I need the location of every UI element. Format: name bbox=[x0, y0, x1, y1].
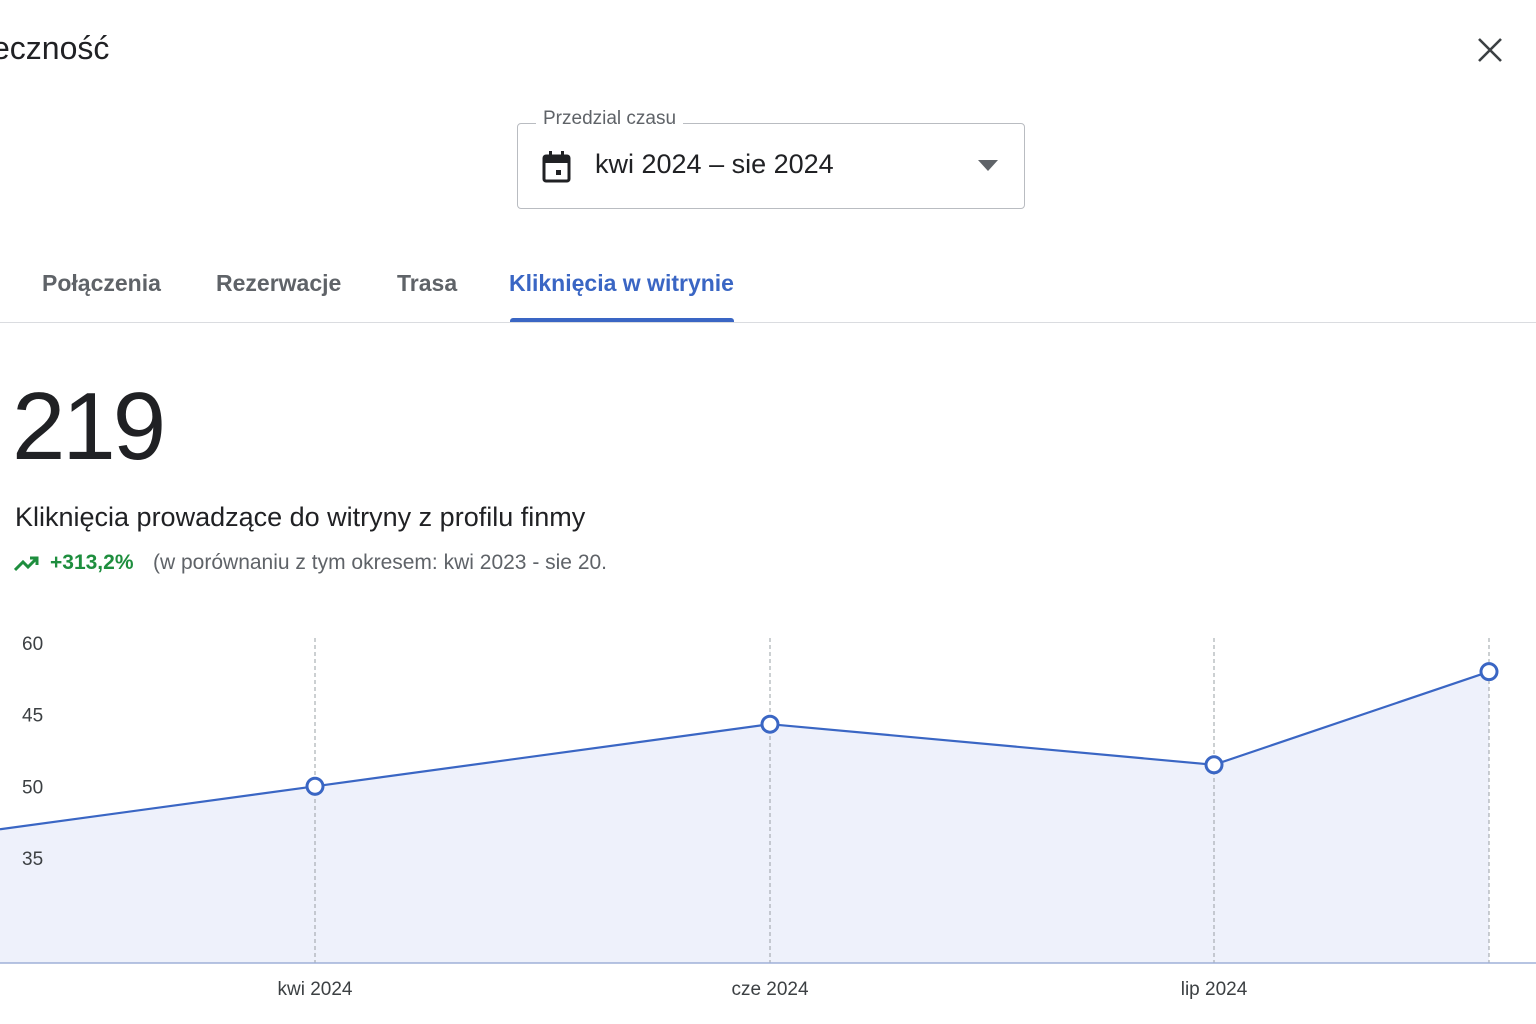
area-fill bbox=[0, 671, 1489, 963]
data-point bbox=[305, 776, 325, 796]
trend-icon bbox=[14, 556, 39, 572]
dialog-title: eczność bbox=[0, 30, 110, 66]
x-tick-label: cze 2024 bbox=[731, 979, 809, 1000]
field-label: Przedzial czasu bbox=[536, 108, 684, 130]
x-tick-label: kwi 2024 bbox=[278, 979, 353, 1000]
tab-indicator bbox=[510, 318, 734, 322]
data-point bbox=[1479, 662, 1499, 682]
dropdown-arrow[interactable] bbox=[978, 160, 1000, 172]
metric-comparison: (w porównaniu z tym okresem: kwi 2023 - … bbox=[153, 551, 608, 574]
tab-active[interactable]: Kliknięcia w witrynie bbox=[509, 270, 734, 296]
x-tick-label: lip 2024 bbox=[1181, 979, 1248, 1000]
calendar-icon bbox=[542, 151, 571, 183]
tab[interactable]: Trasa bbox=[397, 270, 458, 296]
metric-description: Kliknięcia prowadzące do witryny z profi… bbox=[15, 502, 586, 532]
y-tick-label: 45 bbox=[22, 706, 43, 727]
date-range-field[interactable] bbox=[517, 123, 1025, 209]
field-value: kwi 2024 – sie 2024 bbox=[595, 149, 834, 179]
tab[interactable]: Rezerwacje bbox=[216, 270, 342, 296]
chart: 60 45 50 35 kwi 2024 cze 2024 lip 2024 bbox=[0, 634, 1536, 1000]
y-tick-label: 60 bbox=[22, 634, 43, 655]
tab[interactable]: Połączenia bbox=[42, 270, 161, 296]
metric-total: 219 bbox=[12, 373, 166, 480]
y-tick-label: 50 bbox=[22, 777, 43, 798]
y-tick-label: 35 bbox=[22, 849, 43, 870]
data-point bbox=[760, 714, 780, 734]
close-button[interactable] bbox=[1476, 36, 1504, 64]
divider bbox=[0, 322, 1536, 323]
data-point bbox=[1204, 755, 1224, 775]
metric-change: +313,2% bbox=[50, 551, 134, 574]
